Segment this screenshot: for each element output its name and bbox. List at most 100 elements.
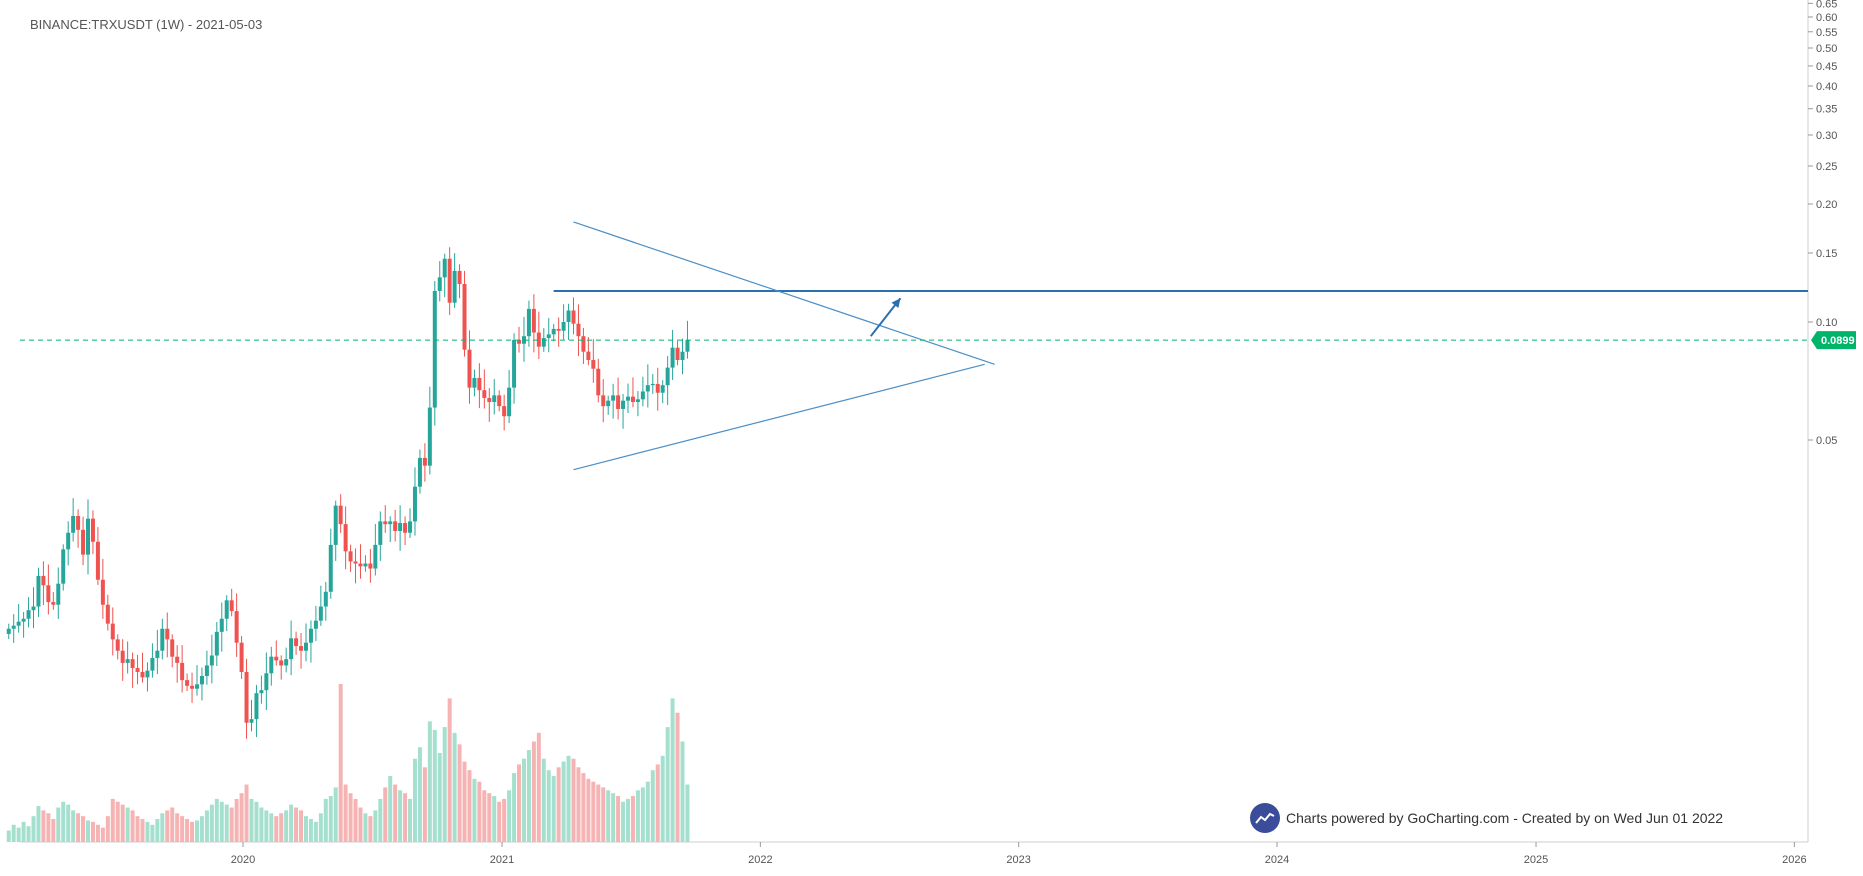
candle-body xyxy=(323,591,328,607)
volume-bar xyxy=(417,747,422,842)
candle-body xyxy=(417,457,422,487)
candle-body xyxy=(437,277,442,291)
volume-bar xyxy=(239,793,244,842)
candle-body xyxy=(199,676,204,685)
volume-bar xyxy=(199,816,204,842)
triangle-lower-line xyxy=(573,363,985,471)
y-tick-label: 0.45 xyxy=(1816,61,1837,73)
volume-bar xyxy=(274,816,279,842)
candle-body xyxy=(204,665,209,676)
candle-body xyxy=(26,610,31,619)
candle-body xyxy=(95,541,100,580)
y-tick-label: 0.15 xyxy=(1816,248,1837,260)
candle-body xyxy=(556,328,561,331)
volume-bar xyxy=(150,824,155,842)
candle-body xyxy=(487,397,492,403)
volume-bar xyxy=(249,798,254,842)
watermark-text: Charts powered by GoCharting.com - Creat… xyxy=(1286,810,1724,826)
candle-body xyxy=(675,347,680,360)
volume-bar xyxy=(502,798,507,842)
candle-body xyxy=(635,399,640,403)
candle-body xyxy=(660,385,665,393)
volume-bar xyxy=(581,773,586,842)
candle-body xyxy=(403,523,408,533)
volume-bar xyxy=(323,798,328,842)
volume-bar xyxy=(457,744,462,842)
breakout-arrow-head xyxy=(891,298,901,308)
candle-body xyxy=(254,693,259,720)
candle-body xyxy=(51,602,56,605)
volume-bar xyxy=(348,793,353,842)
volume-bar xyxy=(477,781,482,842)
volume-bar xyxy=(427,721,432,842)
candle-body xyxy=(601,395,606,407)
volume-bar xyxy=(224,804,229,842)
volume-bar xyxy=(621,801,626,842)
volume-bar xyxy=(41,810,46,842)
volume-bar xyxy=(586,778,591,842)
candle-body xyxy=(90,518,95,542)
candle-body xyxy=(264,673,269,691)
volume-bar xyxy=(338,684,343,842)
volume-bar xyxy=(526,750,531,842)
volume-bar xyxy=(105,816,110,842)
candle-body xyxy=(442,258,447,278)
candle-body xyxy=(363,563,368,567)
volume-bar xyxy=(333,787,338,842)
volume-bar xyxy=(482,790,487,842)
candle-body xyxy=(561,322,566,331)
volume-bar xyxy=(100,827,105,842)
volume-bar xyxy=(135,816,140,842)
candle-body xyxy=(36,575,41,607)
volume-bar xyxy=(303,816,308,842)
volume-bar xyxy=(353,798,358,842)
volume-bar xyxy=(675,712,680,842)
volume-bar xyxy=(284,810,289,842)
candle-body xyxy=(41,575,46,586)
candle-body xyxy=(571,310,576,324)
candle-body xyxy=(110,623,115,640)
watermark: Charts powered by GoCharting.com - Creat… xyxy=(1250,803,1723,833)
candle-body xyxy=(373,544,378,569)
volume-bar xyxy=(561,761,566,842)
volume-bar xyxy=(11,824,16,842)
candle-body xyxy=(492,395,497,403)
candle-body xyxy=(616,395,621,409)
candle-body xyxy=(31,606,36,611)
volume-bar xyxy=(219,801,224,842)
candle-body xyxy=(175,656,180,663)
volume-bar xyxy=(546,770,551,842)
candle-body xyxy=(482,390,487,398)
y-tick-label: 0.60 xyxy=(1816,12,1837,24)
candle-body xyxy=(462,284,467,350)
candle-body xyxy=(284,659,289,666)
volume-bar xyxy=(467,770,472,842)
candle-body xyxy=(214,631,219,656)
candle-body xyxy=(551,328,556,335)
candle-body xyxy=(645,385,650,392)
candle-body xyxy=(626,396,631,401)
candle-body xyxy=(170,639,175,657)
volume-bar xyxy=(635,790,640,842)
candle-body xyxy=(338,505,343,525)
y-tick-label: 0.10 xyxy=(1816,317,1837,329)
candle-body xyxy=(180,662,185,681)
candle-body xyxy=(333,505,338,545)
volume-bar xyxy=(264,810,269,842)
candle-body xyxy=(606,400,611,407)
volume-bar xyxy=(6,830,11,842)
volume-bar xyxy=(209,804,214,842)
candle-body xyxy=(313,620,318,629)
volume-bar xyxy=(616,796,621,842)
volume-bar xyxy=(254,801,259,842)
volume-bar xyxy=(685,784,690,842)
candle-body xyxy=(685,340,690,352)
candle-body xyxy=(477,377,482,391)
volume-bar xyxy=(378,798,383,842)
volume-bar xyxy=(373,810,378,842)
volume-bar xyxy=(566,755,571,842)
volume-bar xyxy=(125,807,130,842)
volume-bar xyxy=(165,810,170,842)
candle-body xyxy=(655,383,660,393)
